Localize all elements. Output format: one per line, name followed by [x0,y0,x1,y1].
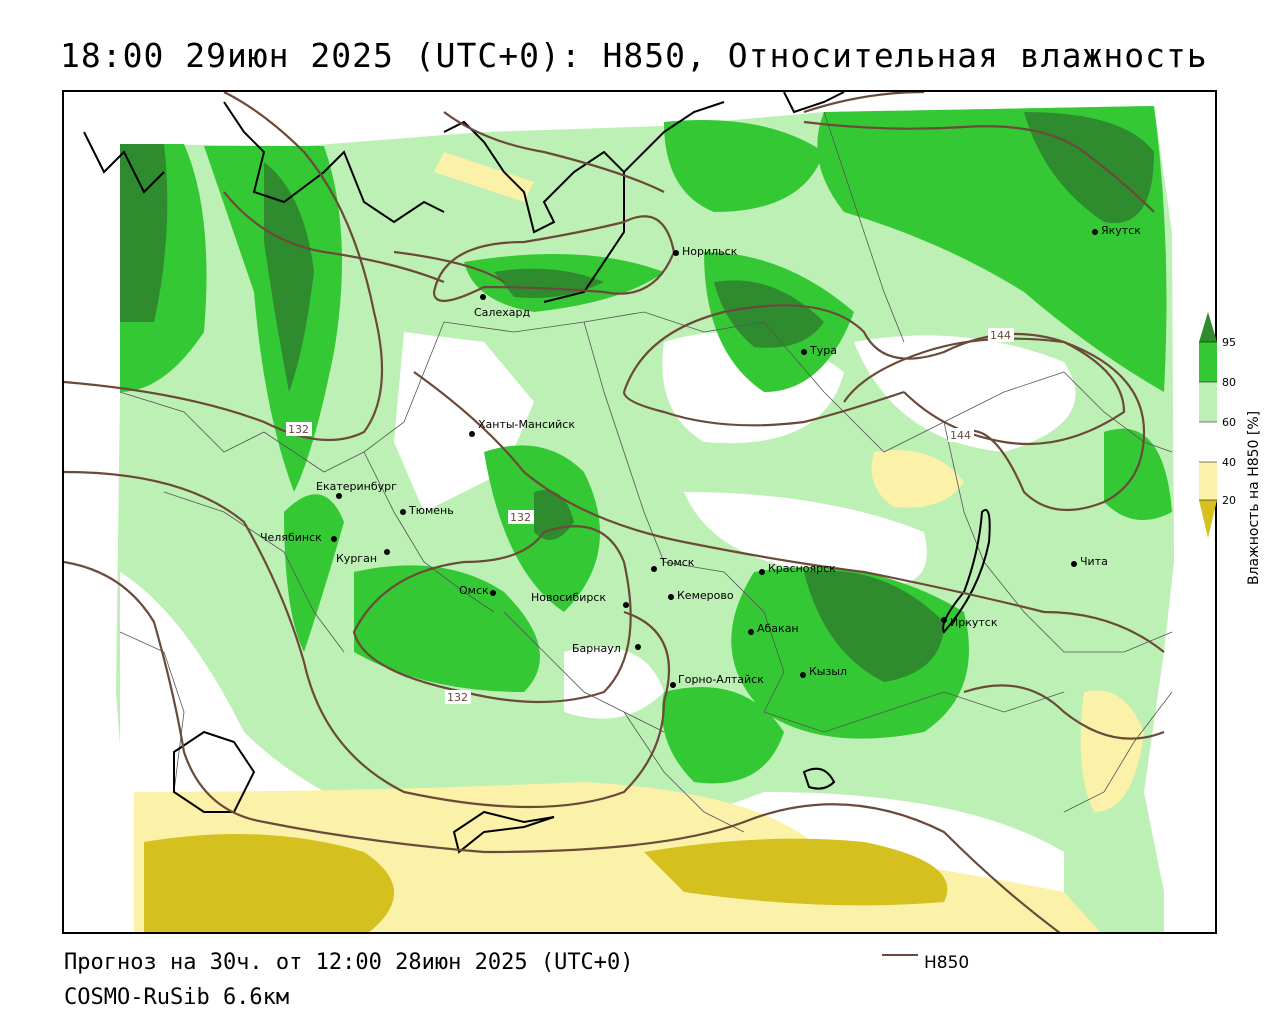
contour-labels: 132 132 132 144 144 [286,328,1014,704]
humidity-fill-yellow [871,450,964,508]
contour-label: 144 [950,429,971,442]
colorbar-band-60-80 [1199,382,1217,422]
humidity-fill-darkgreen [714,280,824,348]
svg-text:Салехард: Салехард [474,306,530,319]
svg-text:Тюмень: Тюмень [408,504,454,517]
city-yakutsk: Якутск [1092,224,1141,237]
humidity-fill-darkgreen [1024,112,1154,224]
colorbar-band-40-60 [1199,422,1217,462]
contour-label: 132 [447,691,468,704]
colorbar-tick: 20 [1222,494,1236,507]
humidity-fill-yellow [434,152,534,202]
humidity-fill-green [664,120,824,212]
city-barnaul: Барнаул [572,642,641,655]
humidity-colorbar [1199,312,1217,538]
colorbar-bottom-arrow [1199,500,1217,538]
city-salekhard: Салехард [474,294,530,319]
contour-label: 132 [288,423,309,436]
city-irkutsk: Иркутск [941,616,998,629]
h850-legend-label: H850 [924,953,970,973]
city-markers: Норильск Салехард Тура Якутск Ханты-Манс… [260,224,1141,688]
colorbar-tick: 80 [1222,376,1236,389]
humidity-fill-green [204,146,342,492]
contour-label: 144 [990,329,1011,342]
colorbar-top-arrow [1199,312,1217,342]
city-omsk: Омск [459,584,496,597]
map-canvas: 132 132 132 144 144 Норильск Салехард Ту… [64,92,1174,932]
humidity-fill-white [684,492,927,586]
svg-text:Кызыл: Кызыл [809,665,847,678]
svg-text:Томск: Томск [659,556,695,569]
model-name: COSMO-RuSib 6.6км [64,985,290,1010]
svg-text:Кемерово: Кемерово [677,589,734,602]
svg-text:Новосибирск: Новосибирск [531,591,606,604]
city-kurgan: Курган [336,549,390,565]
humidity-fill-olive [644,838,948,906]
city-krasnoyarsk: Красноярск [759,562,836,575]
city-tyumen: Тюмень [400,504,454,517]
svg-text:Норильск: Норильск [682,245,738,258]
svg-text:Барнаул: Барнаул [572,642,621,655]
city-gorno-altaysk: Горно-Алтайск [670,673,764,688]
svg-text:Красноярск: Красноярск [768,562,836,575]
colorbar-title: Влажность на H850 [%] [1246,410,1262,585]
svg-text:Екатеринбург: Екатеринбург [316,480,397,493]
weather-map[interactable]: 132 132 132 144 144 Норильск Салехард Ту… [62,90,1217,934]
svg-text:Омск: Омск [459,584,489,597]
humidity-fill-green [1104,428,1172,520]
city-chita: Чита [1071,555,1108,568]
svg-text:Иркутск: Иркутск [950,616,998,629]
colorbar-tick: 40 [1222,456,1236,469]
humidity-fill-yellow [1080,690,1144,812]
svg-text:Курган: Курган [336,552,377,565]
colorbar-band-20-40 [1199,462,1217,500]
humidity-fill-darkgreen [120,144,168,322]
svg-text:Абакан: Абакан [757,622,799,635]
h850-contours [64,92,1165,932]
svg-text:Тура: Тура [809,344,837,357]
city-ekaterinburg: Екатеринбург [316,480,397,499]
city-kemerovo: Кемерово [668,589,734,602]
colorbar-tick: 95 [1222,336,1236,349]
city-novosibirsk: Новосибирск [531,591,629,608]
city-chelyabinsk: Челябинск [260,531,337,544]
colorbar-band-80-95 [1199,342,1217,382]
humidity-fill-darkgreen [804,570,944,682]
humidity-fill-olive [144,833,394,932]
forecast-info: Прогноз на 30ч. от 12:00 28июн 2025 (UTC… [64,950,634,975]
svg-text:Чита: Чита [1080,555,1108,568]
humidity-fill-green [662,687,784,784]
svg-text:Ханты-Мансийск: Ханты-Мансийск [478,418,575,431]
city-abakan: Абакан [748,622,799,635]
city-norilsk: Норильск [673,245,738,258]
contour-label: 132 [510,511,531,524]
city-kyzyl: Кызыл [800,665,847,678]
svg-text:Якутск: Якутск [1101,224,1141,237]
city-khanty-mansiysk: Ханты-Мансийск [469,418,575,437]
humidity-fill-green [284,494,344,652]
colorbar-tick: 60 [1222,416,1236,429]
humidity-fill-darkgreen [264,162,314,392]
h850-legend-line [882,954,918,956]
humidity-fill-white [854,335,1076,452]
svg-text:Челябинск: Челябинск [260,531,322,544]
admin-borders [119,111,1173,833]
svg-text:Горно-Алтайск: Горно-Алтайск [678,673,764,686]
city-tomsk: Томск [651,556,695,572]
humidity-fill-green [354,565,540,692]
humidity-fill-white [564,647,664,719]
page-title: 18:00 29июн 2025 (UTC+0): H850, Относите… [60,36,1208,75]
city-tura: Тура [801,344,837,357]
